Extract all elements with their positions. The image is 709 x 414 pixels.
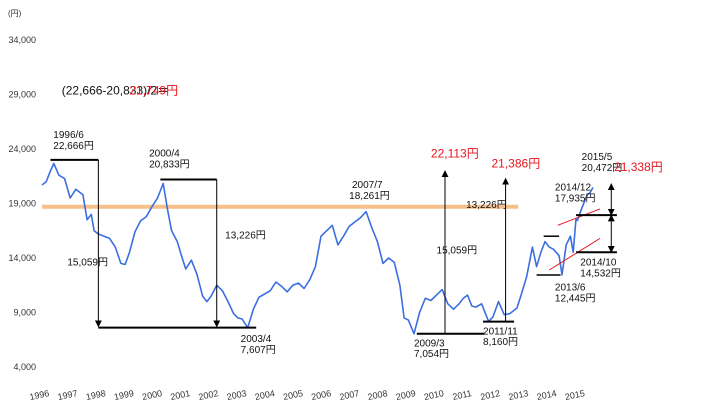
annotation-label: 2015/5	[582, 152, 613, 163]
annotation-label: 8,160円	[483, 337, 518, 348]
x-tick-label: 2005	[282, 388, 304, 402]
x-tick-label: 1998	[85, 388, 107, 402]
series-line	[41, 162, 594, 335]
annotation-label: 22,113円	[431, 147, 479, 161]
annotation-label: (22,666-20,833)/2＝	[62, 84, 169, 98]
annotation-label: 17,935円	[555, 193, 596, 204]
x-tick-label: 2015	[564, 388, 586, 402]
annotation-label: 12,445円	[555, 294, 596, 305]
x-tick-label: 2014	[536, 388, 558, 402]
x-tick-label: 2006	[310, 388, 332, 402]
guide-line	[549, 237, 601, 271]
guide-lines	[50, 158, 617, 335]
annotation-label: 2014/12	[555, 182, 592, 193]
y-tick-label: 19,000	[8, 199, 36, 209]
x-tick-label: 1997	[57, 388, 79, 402]
annotation-label: 7,054円	[414, 349, 449, 360]
x-tick-label: 2001	[169, 388, 191, 402]
x-tick-label: 2002	[198, 388, 220, 402]
annotation-label: 2000/4	[149, 149, 180, 160]
y-tick-label: 24,000	[8, 144, 36, 154]
annotation-label: 2009/3	[414, 338, 445, 349]
annotation-label: 14,532円	[580, 269, 621, 280]
y-tick-label: 29,000	[8, 90, 36, 100]
x-tick-label: 2012	[479, 388, 501, 402]
annotation-label: 22,666円	[53, 141, 94, 152]
y-tick-label: 14,000	[8, 253, 36, 263]
annotation-label: 2011/11	[483, 326, 518, 337]
annotation-label: 21,338円	[614, 160, 663, 174]
y-axis: 4,000 9,000 14,000 19,000 24,000 29,000 34,000	[8, 35, 36, 372]
annotation-label: 13,226円	[225, 230, 266, 241]
annotation-label: 2014/10	[580, 258, 617, 269]
x-tick-label: 2010	[423, 388, 445, 402]
y-tick-label: 9,000	[13, 308, 36, 318]
annotation-label: 2003/4	[241, 334, 272, 345]
annotation-label: 13,226円	[466, 200, 507, 211]
x-axis: 1996 1997 1998 1999 2000 2001 2002 2003 2004 2005…	[29, 388, 586, 402]
annotation-label: 18,261円	[349, 191, 390, 202]
annotation-label: 7,607円	[241, 345, 276, 356]
annotation-label: 21,749円	[129, 84, 178, 98]
annotation-label: 20,472円	[582, 163, 623, 174]
x-tick-label: 2004	[254, 388, 276, 402]
annotations: (22,666-20,833)/2＝21,749円 1996/622,666円 20…	[53, 84, 663, 361]
x-tick-label: 2011	[452, 388, 473, 402]
x-tick-label: 2003	[226, 388, 248, 402]
x-tick-label: 1996	[29, 388, 51, 402]
y-tick-label: 4,000	[13, 362, 36, 372]
y-unit-label: (円)	[8, 9, 22, 18]
annotation-label: 1996/6	[53, 130, 84, 141]
annotation-label: 15,059円	[67, 258, 108, 269]
x-tick-label: 2000	[141, 388, 163, 402]
guide-line	[557, 208, 601, 226]
x-tick-label: 2013	[508, 388, 530, 402]
x-tick-label: 2007	[339, 388, 361, 402]
annotation-label: 20,833円	[149, 160, 190, 171]
annotation-label: 2007/7	[352, 180, 383, 191]
annotation-label: 21,386円	[492, 157, 541, 171]
x-tick-label: 2009	[395, 388, 417, 402]
y-tick-label: 34,000	[8, 35, 36, 45]
x-tick-label: 2008	[367, 388, 389, 402]
annotation-label: 2013/6	[555, 283, 586, 294]
annotation-label: 15,059円	[437, 246, 478, 257]
x-tick-label: 1999	[113, 388, 135, 402]
series	[41, 162, 594, 335]
